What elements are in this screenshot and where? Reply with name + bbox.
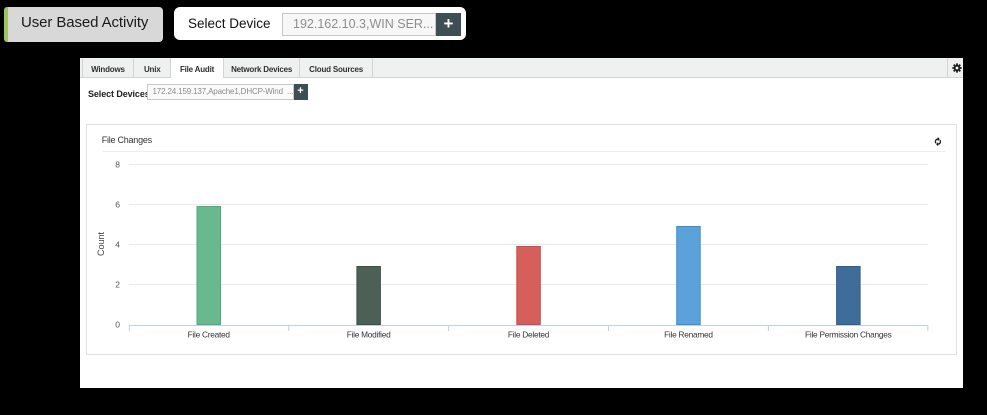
svg-text:6: 6 — [115, 200, 120, 210]
svg-text:File Renamed: File Renamed — [664, 330, 713, 340]
svg-text:0: 0 — [115, 320, 120, 330]
svg-text:4: 4 — [115, 240, 120, 250]
svg-text:Count: Count — [96, 232, 106, 257]
svg-text:File Deleted: File Deleted — [508, 330, 550, 340]
svg-text:8: 8 — [115, 160, 120, 170]
svg-text:File Changes: File Changes — [102, 135, 153, 145]
svg-text:2: 2 — [115, 280, 120, 290]
svg-text:File Permission Changes: File Permission Changes — [805, 330, 892, 340]
svg-text:File Created: File Created — [188, 330, 231, 340]
svg-text:File Modified: File Modified — [347, 330, 391, 340]
